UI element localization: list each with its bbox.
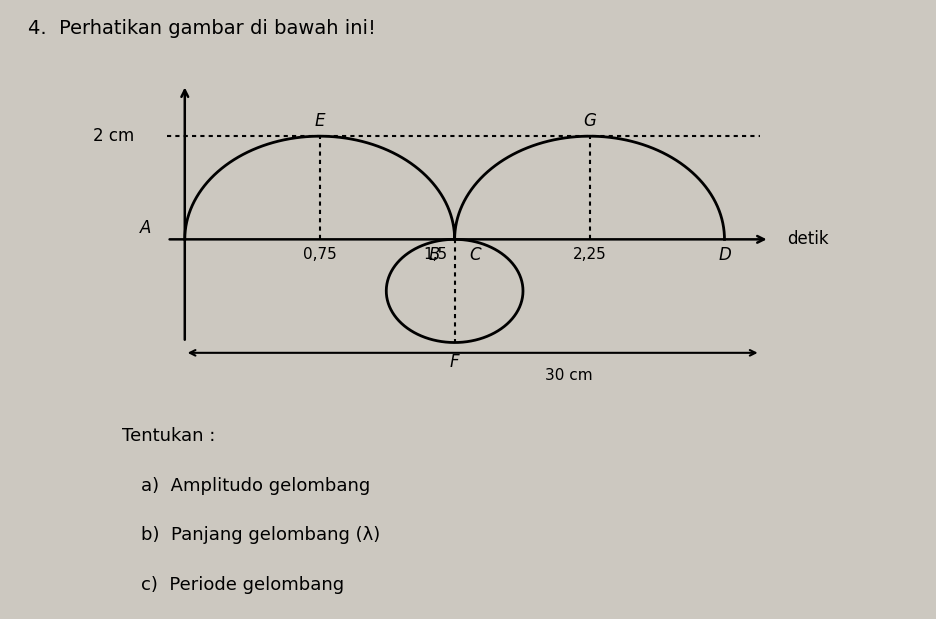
Text: Tentukan :: Tentukan : — [122, 427, 215, 445]
Text: a)  Amplitudo gelombang: a) Amplitudo gelombang — [140, 477, 370, 495]
Text: 30 cm: 30 cm — [544, 368, 592, 383]
Text: c)  Periode gelombang: c) Periode gelombang — [140, 576, 344, 594]
Text: 1,5: 1,5 — [423, 247, 447, 262]
Text: D: D — [717, 246, 730, 264]
Text: 4.  Perhatikan gambar di bawah ini!: 4. Perhatikan gambar di bawah ini! — [28, 19, 375, 38]
Text: detik: detik — [786, 230, 828, 248]
Text: C: C — [469, 246, 480, 264]
Text: A: A — [139, 219, 151, 237]
Text: G: G — [582, 112, 595, 130]
Text: B: B — [429, 246, 440, 264]
Text: 2,25: 2,25 — [572, 247, 606, 262]
Text: F: F — [449, 353, 459, 371]
Text: 2 cm: 2 cm — [93, 127, 134, 145]
Text: b)  Panjang gelombang (λ): b) Panjang gelombang (λ) — [140, 526, 379, 544]
Text: 0,75: 0,75 — [302, 247, 336, 262]
Text: E: E — [314, 112, 325, 130]
